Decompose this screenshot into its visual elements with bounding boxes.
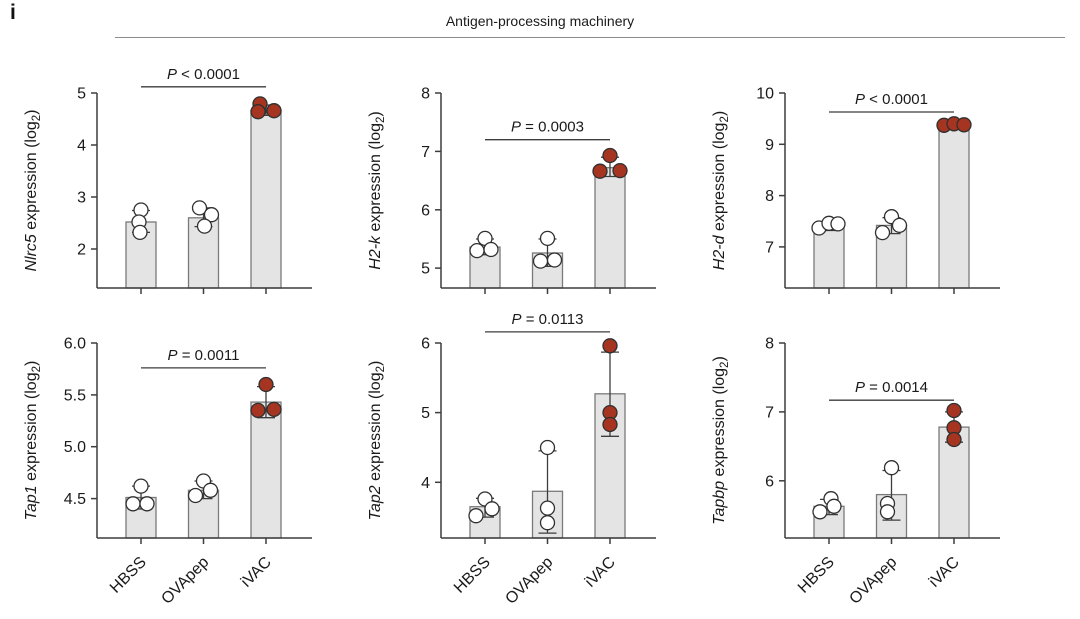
y-tick-label: 7 xyxy=(421,144,430,161)
data-point-HBSS xyxy=(812,504,828,520)
y-tick-label: 3 xyxy=(77,190,86,207)
y-tick-label: 5.0 xyxy=(64,439,86,456)
data-point-OVApep xyxy=(539,500,556,516)
y-tick-label: 8 xyxy=(765,336,774,353)
y-tick-label: 6 xyxy=(421,336,430,353)
y-tick-label: 4 xyxy=(77,138,86,155)
figure-header: i Antigen-processing machinery xyxy=(0,0,1080,55)
data-point-OVApep xyxy=(874,224,891,241)
data-point-HBSS xyxy=(830,216,846,232)
y-tick-label: 4.5 xyxy=(64,491,86,508)
data-point-iVAC xyxy=(266,103,282,119)
y-tick-label: 5 xyxy=(421,261,430,278)
chart-nlrc5: 2 3 4 5 Nlrc5 expression (log2) P < 0.0001 xyxy=(23,66,312,294)
data-point-OVApep xyxy=(883,460,900,476)
data-point-OVApep xyxy=(187,487,204,504)
chart-h2-k: 5 6 7 8 H2-k expression (log2) P = 0.0003 xyxy=(367,86,656,294)
data-point-HBSS xyxy=(125,496,141,512)
y-axis-label: Tap2 expression (log2) xyxy=(367,361,387,521)
data-point-OVApep xyxy=(891,217,908,234)
p-value-label: P = 0.0011 xyxy=(168,347,240,364)
data-point-OVApep xyxy=(539,515,556,531)
y-tick-label: 8 xyxy=(421,86,430,103)
y-axis-label: H2-k expression (log2) xyxy=(367,111,387,269)
panel-label: i xyxy=(10,1,16,24)
bar-iVAC xyxy=(250,109,282,289)
header-rule xyxy=(115,37,1065,38)
figure-title: Antigen-processing machinery xyxy=(445,13,635,29)
y-tick-label: 6.0 xyxy=(64,336,86,353)
data-point-OVApep xyxy=(202,482,219,498)
data-point-HBSS xyxy=(826,498,842,514)
data-point-HBSS xyxy=(133,478,149,494)
data-point-OVApep xyxy=(539,230,556,247)
data-point-iVAC xyxy=(602,338,618,354)
bar-iVAC xyxy=(938,124,970,289)
y-tick-label: 10 xyxy=(756,86,774,103)
data-point-OVApep xyxy=(191,200,208,216)
bar-iVAC xyxy=(250,401,282,539)
data-point-OVApep xyxy=(532,253,549,269)
y-tick-label: 5 xyxy=(77,86,86,103)
data-point-iVAC xyxy=(612,162,628,179)
data-point-iVAC xyxy=(250,104,266,120)
y-tick-label: 5 xyxy=(421,405,430,422)
x-category-label: iVAC xyxy=(582,554,619,591)
p-value-label: P < 0.0001 xyxy=(855,91,928,108)
x-category-label: OVApep xyxy=(502,554,556,608)
x-category-label: OVApep xyxy=(846,554,900,608)
data-point-HBSS xyxy=(469,242,485,259)
x-category-label: iVAC xyxy=(926,554,963,591)
data-point-iVAC xyxy=(602,147,618,164)
p-value-label: P < 0.0001 xyxy=(167,66,240,83)
y-tick-label: 7 xyxy=(765,239,774,256)
y-axis-label: Tapbp expression (log2) xyxy=(711,356,731,525)
y-tick-label: 4 xyxy=(421,475,430,492)
y-tick-label: 5.5 xyxy=(64,387,86,404)
data-point-iVAC xyxy=(592,163,608,179)
data-point-iVAC xyxy=(946,431,962,448)
p-value-label: P = 0.0003 xyxy=(511,119,584,136)
data-point-HBSS xyxy=(484,501,500,517)
y-tick-label: 8 xyxy=(765,188,774,205)
data-point-iVAC xyxy=(602,416,618,433)
data-point-HBSS xyxy=(483,241,499,258)
data-point-OVApep xyxy=(879,504,896,520)
p-value-label: P = 0.0113 xyxy=(512,311,584,328)
bar-HBSS xyxy=(813,225,845,289)
chart-tap1: 4.5 5.0 5.5 6.0 Tap1 expression (log2) P = 0.… xyxy=(23,336,312,608)
data-point-OVApep xyxy=(196,218,213,234)
data-point-iVAC xyxy=(946,402,962,419)
chart-tapbp: 6 7 8 Tapbp expression (log2) P = 0.0014 HBSS… xyxy=(711,336,1000,608)
y-axis-label: H2-d expression (log2) xyxy=(711,111,731,270)
data-point-HBSS xyxy=(139,496,155,512)
data-point-OVApep xyxy=(539,439,556,456)
data-point-iVAC xyxy=(956,117,972,133)
y-axis-label: Tap1 expression (log2) xyxy=(23,361,43,521)
y-tick-label: 9 xyxy=(765,137,774,154)
y-tick-label: 7 xyxy=(765,404,774,421)
x-category-label: iVAC xyxy=(238,554,275,591)
x-category-label: HBSS xyxy=(107,554,150,597)
x-category-label: OVApep xyxy=(158,554,212,608)
charts-grid: 2 3 4 5 Nlrc5 expression (log2) P < 0.0001 5 6… xyxy=(0,55,1080,619)
y-axis-label: Nlrc5 expression (log2) xyxy=(23,109,43,271)
y-tick-label: 6 xyxy=(765,473,774,490)
chart-tap2: 4 5 6 Tap2 expression (log2) P = 0.0113 HBSS O… xyxy=(367,311,656,608)
p-value-label: P = 0.0014 xyxy=(855,379,928,396)
x-category-label: HBSS xyxy=(795,554,838,597)
data-point-HBSS xyxy=(132,224,148,241)
data-point-OVApep xyxy=(546,252,563,268)
data-point-HBSS xyxy=(468,508,484,524)
data-point-iVAC xyxy=(250,402,266,419)
data-point-iVAC xyxy=(266,401,282,418)
y-tick-label: 2 xyxy=(77,242,86,259)
data-point-OVApep xyxy=(203,207,220,223)
data-point-iVAC xyxy=(258,376,274,393)
x-category-label: HBSS xyxy=(451,554,494,597)
y-tick-label: 6 xyxy=(421,202,430,219)
chart-h2-d: 7 8 9 10 H2-d expression (log2) P < 0.0001 xyxy=(711,86,1000,294)
bar-iVAC xyxy=(594,167,626,289)
